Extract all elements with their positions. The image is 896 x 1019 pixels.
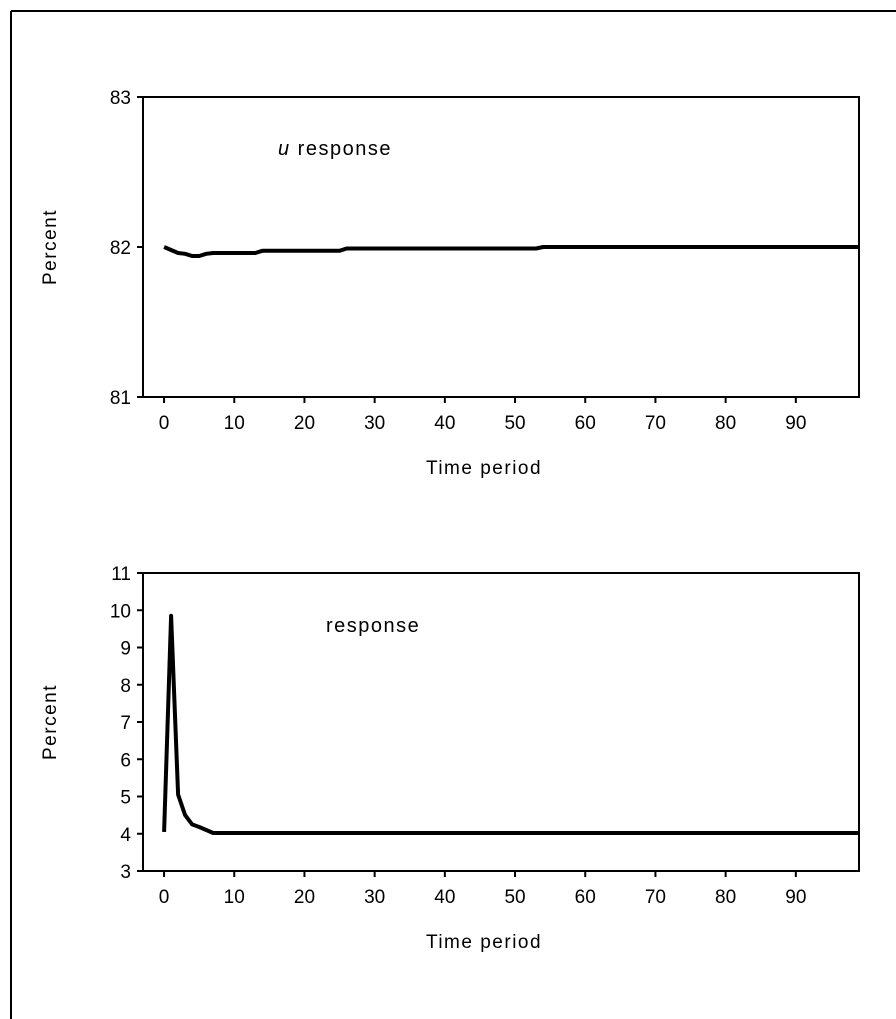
x-tick-label: 10 [224,413,245,434]
y-tick-label: 81 [110,388,131,409]
series-line [163,245,859,258]
y-tick-label: 6 [120,750,131,771]
x-tick-label: 0 [159,413,170,434]
x-tick-label: 80 [715,413,736,434]
x-tick-label: 40 [434,413,455,434]
y-tick-label: 10 [110,601,131,622]
x-tick-label: 30 [364,887,385,908]
x-tick-label: 90 [785,413,806,434]
y-tick-label: 7 [120,713,131,734]
y-tick-label: 3 [120,862,131,883]
x-tick-label: 50 [504,413,525,434]
y-tick-label: 83 [110,88,131,109]
series-annotation: response [326,615,420,637]
x-tick-label: 10 [224,887,245,908]
x-tick-label: 70 [645,887,666,908]
y-tick-label: 82 [110,238,131,259]
x-tick-label: 20 [294,887,315,908]
x-tick-label: 80 [715,887,736,908]
x-tick-label: 60 [575,413,596,434]
annotation-text: response [291,138,392,160]
y-tick-label: 8 [120,676,131,697]
x-axis-title: Time period [426,458,542,479]
x-tick-label: 90 [785,887,806,908]
x-tick-label: 40 [434,887,455,908]
x-tick-label: 20 [294,413,315,434]
y-tick-label: 4 [120,825,131,846]
x-tick-label: 50 [504,887,525,908]
x-tick-label: 0 [159,887,170,908]
series-annotation: u response [278,138,392,160]
plot-area [142,572,860,872]
x-tick-label: 60 [575,887,596,908]
chart-response: 3 4 5 6 7 8 9 10 11 0 10 20 30 40 50 60 70 80 90 Time perio… [40,564,860,953]
chart-u-response: 81 82 83 0 10 20 30 40 50 60 70 80 90 Time period Perc… [40,88,860,479]
y-tick-label: 11 [111,564,131,585]
annotation-variable: u [278,138,291,160]
y-tick-label: 5 [120,788,131,809]
x-axis-title: Time period [426,932,542,953]
series-line [162,613,859,835]
y-axis-title: Percent [40,684,61,760]
y-axis-title: Percent [40,209,61,285]
x-tick-label: 70 [645,413,666,434]
y-tick-label: 9 [120,639,131,660]
annotation-text: response [326,615,420,637]
x-tick-label: 30 [364,413,385,434]
